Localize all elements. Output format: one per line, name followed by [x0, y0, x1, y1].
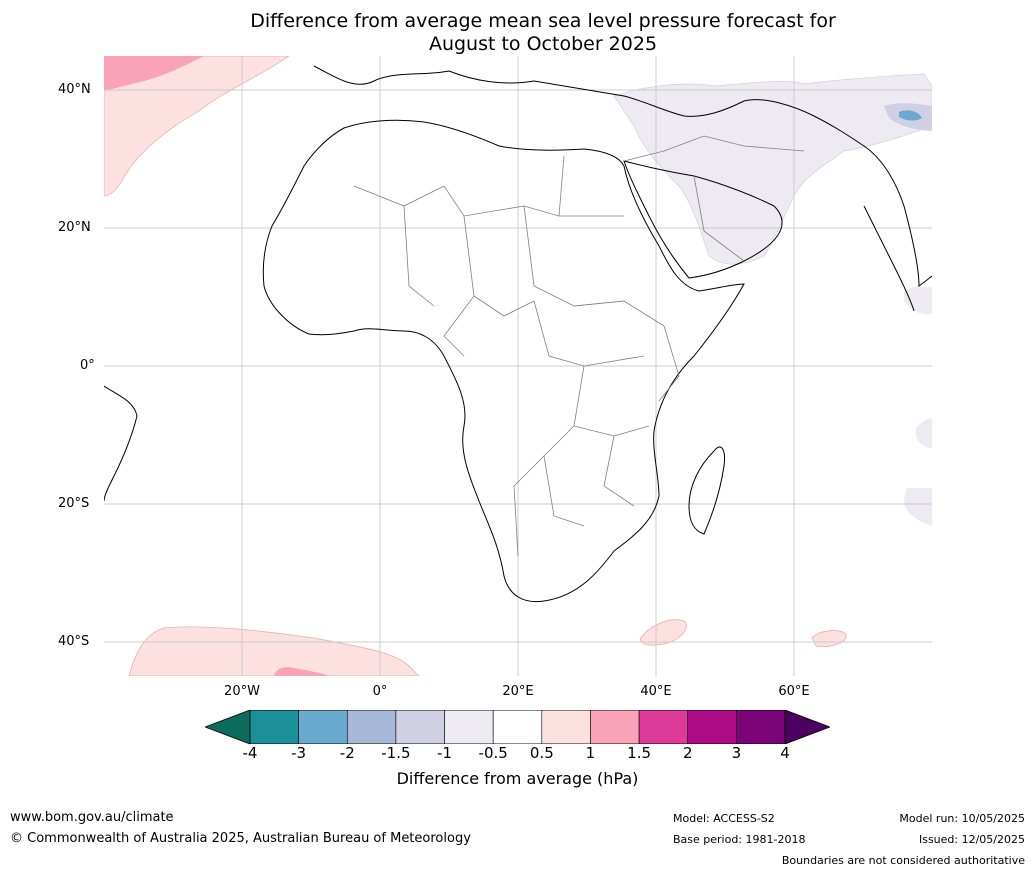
footer-base-period: Base period: 1981-2018	[673, 833, 806, 846]
lat-label-equator: 0°	[80, 358, 95, 373]
lat-label-40s: 40°S	[58, 634, 90, 649]
europe-asia-coast	[313, 65, 932, 287]
colorbar-cell	[346, 710, 397, 744]
colorbar-tick-label: 2	[682, 744, 693, 762]
anomaly-region-north-atlantic-pink	[104, 56, 204, 91]
colorbar	[205, 710, 830, 744]
anomaly-region-north-india	[904, 286, 932, 315]
colorbar-cell	[541, 710, 591, 744]
anomaly-region-south-indian-2	[811, 630, 847, 647]
colorbar-tick-label: 1	[585, 744, 596, 762]
title-line-1: Difference from average mean sea level p…	[250, 10, 836, 32]
colorbar-cell	[590, 710, 640, 744]
colorbar-cell	[687, 710, 737, 744]
colorbar-tick-label: -1.5	[381, 744, 411, 762]
anomaly-region-indian-ocean-1	[916, 418, 932, 448]
country-borders	[353, 135, 805, 557]
colorbar-cells	[249, 710, 786, 744]
anomaly-region-tibet-core	[899, 110, 922, 121]
footer-copyright: © Commonwealth of Australia 2025, Austra…	[10, 831, 471, 846]
anomaly-region-indian-ocean-2	[904, 488, 932, 526]
colorbar-tick-label: -0.5	[478, 744, 508, 762]
colorbar-tick-label: -1	[437, 744, 453, 762]
colorbar-cell	[444, 710, 494, 744]
lon-label-60e: 60°E	[778, 684, 810, 699]
lon-label-40e: 40°E	[640, 684, 672, 699]
map-panel[interactable]	[104, 56, 932, 676]
colorbar-low-arrow	[205, 710, 251, 744]
colorbar-cell	[638, 710, 689, 744]
map-svg	[104, 56, 932, 676]
footer-website[interactable]: www.bom.gov.au/climate	[10, 810, 174, 825]
graticule	[104, 56, 932, 676]
anomaly-region-north-atlantic-light	[104, 56, 290, 197]
colorbar-tick-label: 3	[731, 744, 742, 762]
colorbar-cell	[298, 710, 348, 744]
anomaly-region-middle-east	[613, 73, 932, 265]
colorbar-tick-label: 4	[780, 744, 790, 762]
footer-model-run: Model run: 10/05/2025	[899, 812, 1025, 825]
footer-issued: Issued: 12/05/2025	[918, 833, 1025, 846]
colorbar-tick-label: -2	[339, 744, 355, 762]
footer-model: Model: ACCESS-S2	[673, 812, 775, 825]
anomaly-region-south-indian-1	[639, 619, 687, 646]
colorbar-cell	[492, 710, 543, 744]
colorbar-tick-label: -3	[291, 744, 307, 762]
lat-label-20n: 20°N	[58, 220, 91, 235]
lat-label-40n: 40°N	[58, 82, 91, 97]
colorbar-cell	[395, 710, 445, 744]
colorbar-tick-label: 0.5	[529, 744, 554, 762]
lon-label-0: 0°	[372, 684, 388, 699]
anomaly-region-south-atlantic-pink	[274, 667, 329, 676]
title-line-2: August to October 2025	[428, 33, 658, 55]
lat-label-20s: 20°S	[58, 496, 90, 511]
colorbar-high-arrow	[784, 710, 830, 744]
chart-title: Difference from average mean sea level p…	[0, 10, 1035, 56]
anomaly-region-south-atlantic	[128, 626, 420, 676]
colorbar-cell	[736, 710, 786, 744]
madagascar-outline	[688, 446, 725, 535]
footer-disclaimer: Boundaries are not considered authoritat…	[781, 854, 1025, 867]
colorbar-cell	[249, 710, 299, 744]
south-america-coast	[104, 385, 138, 502]
india-coast	[863, 205, 915, 312]
colorbar-title: Difference from average (hPa)	[396, 769, 639, 788]
africa-outline	[262, 119, 745, 603]
lon-label-20w: 20°W	[224, 684, 260, 699]
lon-label-20e: 20°E	[502, 684, 534, 699]
colorbar-tick-label: -4	[242, 744, 258, 762]
colorbar-tick-label: 1.5	[627, 744, 652, 762]
